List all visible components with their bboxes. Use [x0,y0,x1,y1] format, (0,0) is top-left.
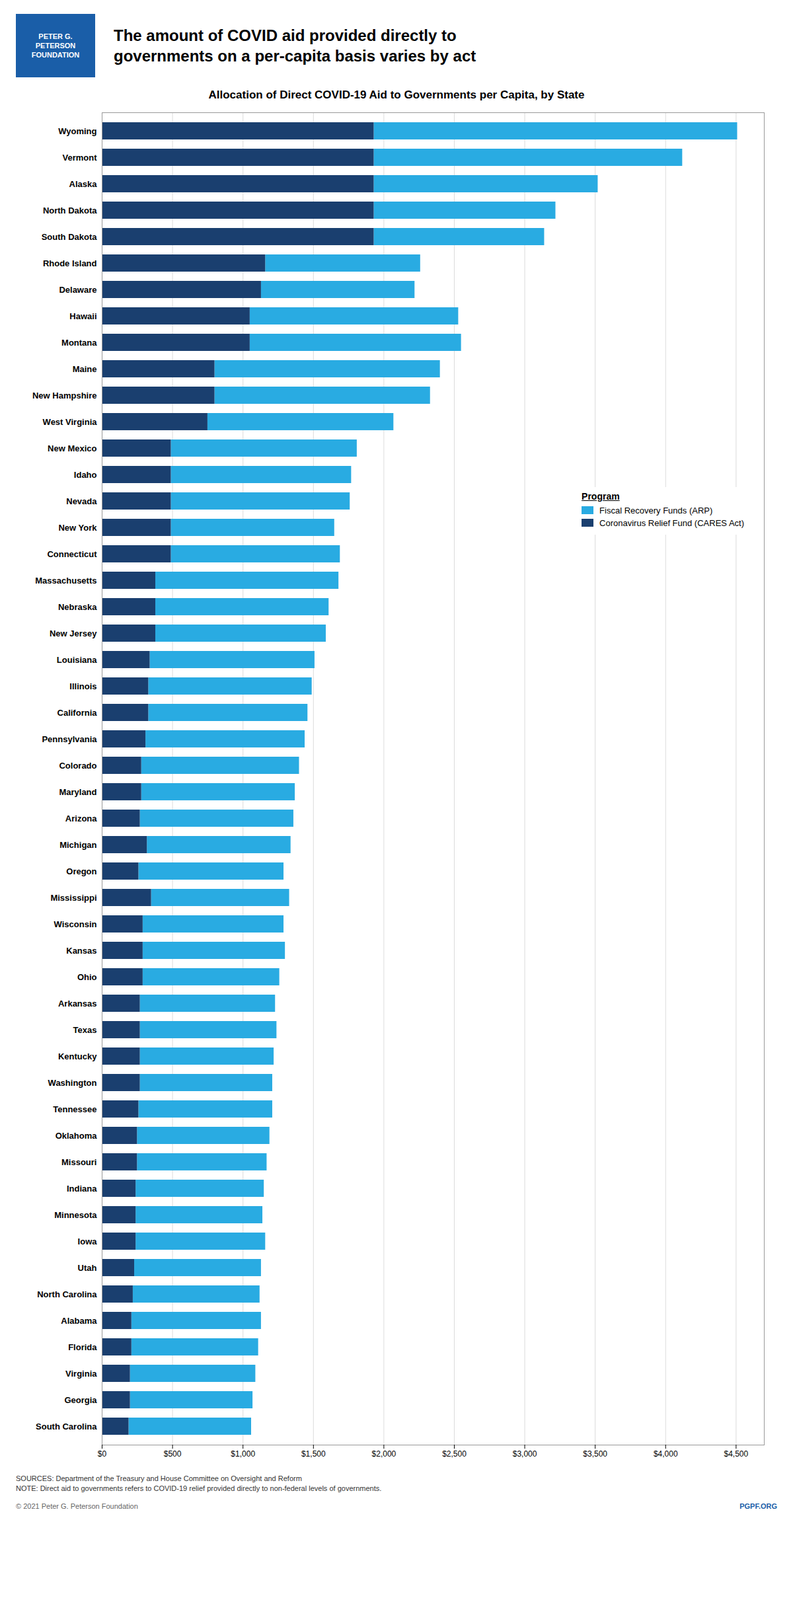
svg-text:New Mexico: New Mexico [47,443,97,454]
svg-text:Arizona: Arizona [65,813,98,824]
svg-text:Washington: Washington [48,1077,98,1088]
svg-text:Idaho: Idaho [74,469,98,480]
svg-text:Wyoming: Wyoming [58,126,97,137]
svg-text:California: California [57,707,98,718]
svg-text:Oklahoma: Oklahoma [55,1130,98,1141]
svg-text:Ohio: Ohio [77,972,98,982]
svg-text:South Dakota: South Dakota [41,231,98,242]
svg-text:Connecticut: Connecticut [46,549,98,560]
html-text:Program: Program [581,490,620,502]
html-text:PGPF.ORG: PGPF.ORG [739,1501,778,1510]
svg-text:Utah: Utah [77,1262,98,1273]
html-text:© 2021 Peter G. Peterson Found: © 2021 Peter G. Peterson Foundation [15,1501,138,1510]
svg-text:$1,000: $1,000 [230,1449,256,1459]
svg-text:New Jersey: New Jersey [49,628,98,639]
svg-text:Tennessee: Tennessee [52,1104,97,1115]
svg-text:New York: New York [58,522,98,533]
svg-text:Indiana: Indiana [66,1183,98,1194]
svg-text:$2,000: $2,000 [372,1449,397,1459]
svg-text:Mississippi: Mississippi [50,892,97,903]
svg-text:Colorado: Colorado [58,760,97,771]
html-text:The amount of COVID aid provid: The amount of COVID aid provided directl… [113,26,476,65]
html-text:Fiscal Recovery Funds (ARP): Fiscal Recovery Funds (ARP) [599,505,713,516]
svg-text:South Carolina: South Carolina [35,1421,98,1432]
svg-text:Hawaii: Hawaii [69,311,97,322]
svg-text:$3,000: $3,000 [512,1449,538,1459]
svg-text:Georgia: Georgia [64,1395,98,1405]
svg-text:Nevada: Nevada [66,496,98,507]
svg-text:Arkansas: Arkansas [58,998,98,1009]
svg-text:Kansas: Kansas [66,945,97,956]
svg-text:Alaska: Alaska [69,179,98,189]
svg-text:Virginia: Virginia [65,1368,98,1379]
svg-text:Massachusetts: Massachusetts [35,575,97,586]
svg-text:$3,500: $3,500 [582,1449,608,1459]
svg-text:$0: $0 [97,1449,108,1459]
svg-text:Wisconsin: Wisconsin [54,919,98,930]
svg-text:Nebraska: Nebraska [58,602,98,612]
svg-text:Louisiana: Louisiana [56,654,98,665]
svg-text:$500: $500 [163,1449,182,1459]
svg-text:Kentucky: Kentucky [58,1051,98,1062]
svg-text:Iowa: Iowa [77,1236,98,1247]
svg-text:$4,500: $4,500 [724,1449,749,1459]
svg-text:Oregon: Oregon [66,866,97,877]
svg-text:Missouri: Missouri [61,1157,97,1168]
svg-text:Delaware: Delaware [58,284,97,295]
svg-text:Rhode Island: Rhode Island [42,258,98,269]
svg-text:$1,500: $1,500 [301,1449,326,1459]
html-text:PETER G. PETERSON FOUNDATION: PETER G. PETERSON FOUNDATION [31,32,80,59]
svg-text:Michigan: Michigan [59,839,97,850]
html-text:Coronavirus Relief Fund (CARES: Coronavirus Relief Fund (CARES Act) [599,517,745,528]
svg-text:Vermont: Vermont [62,152,98,163]
svg-text:$4,000: $4,000 [653,1449,679,1459]
svg-text:Montana: Montana [61,337,98,348]
html-text:Allocation of Direct COVID-19: Allocation of Direct COVID-19 Aid to Gov… [208,88,585,102]
svg-text:Texas: Texas [73,1024,98,1035]
svg-text:Florida: Florida [68,1342,98,1353]
svg-text:Alabama: Alabama [60,1315,98,1326]
svg-text:West Virginia: West Virginia [42,416,98,427]
svg-text:Minnesota: Minnesota [54,1209,98,1220]
svg-text:North Dakota: North Dakota [42,205,98,216]
svg-text:Maine: Maine [72,364,98,375]
svg-text:New Hampshire: New Hampshire [32,390,98,401]
svg-text:Illinois: Illinois [69,681,97,692]
html-text:SOURCES: Department of the Tre: SOURCES: Department of the Treasury and … [15,1474,382,1493]
svg-text:Pennsylvania: Pennsylvania [41,734,98,745]
svg-text:Maryland: Maryland [58,787,97,797]
svg-text:$2,500: $2,500 [442,1449,467,1459]
svg-text:North Carolina: North Carolina [37,1289,98,1300]
